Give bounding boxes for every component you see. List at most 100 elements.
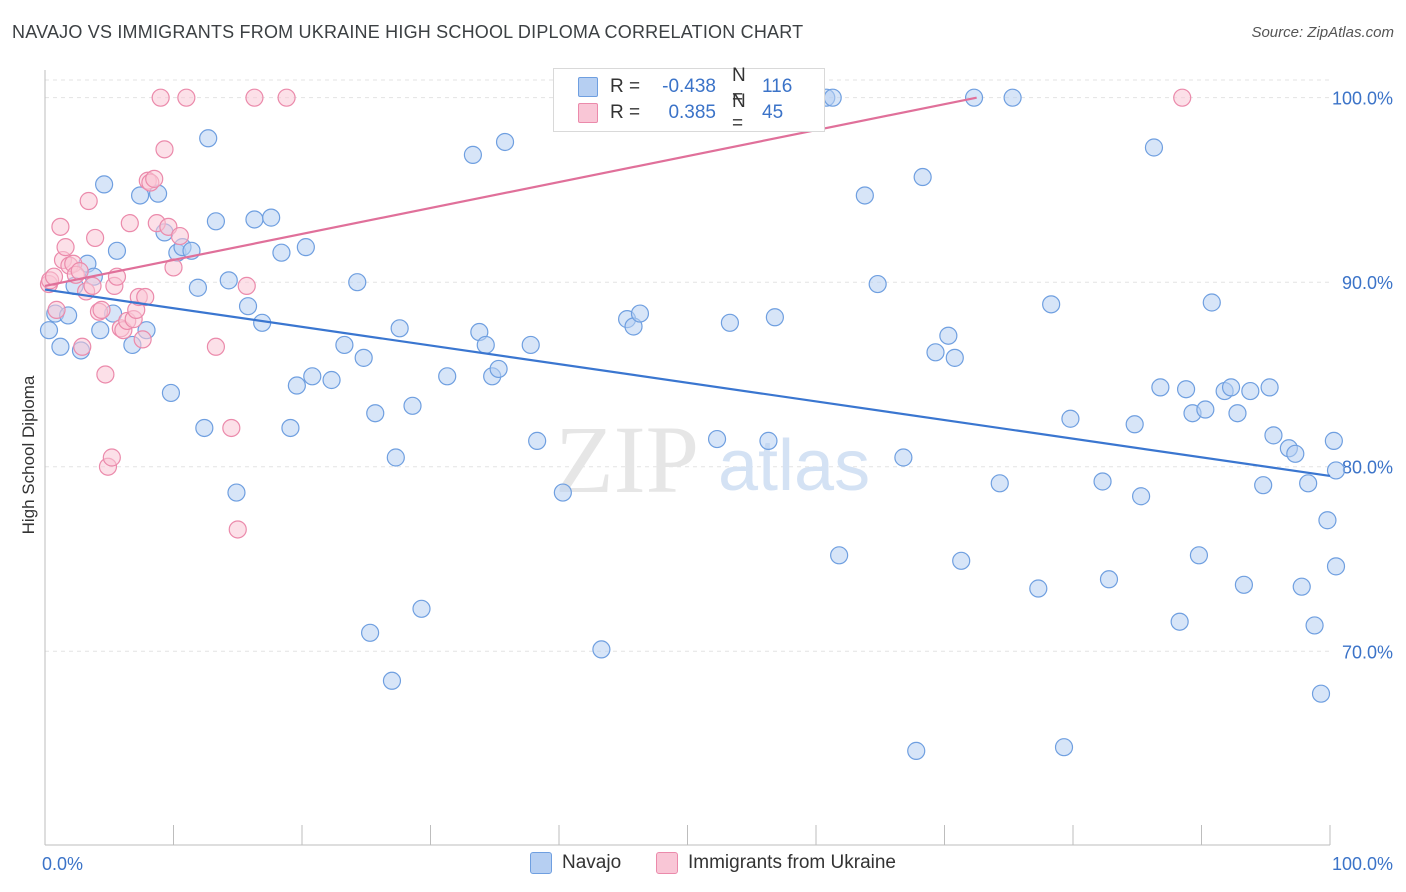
point-navajo: [913, 167, 932, 187]
legend-row-navajo: R = -0.438 N = 116: [578, 65, 792, 108]
watermark: ZIP atlas: [555, 406, 870, 513]
point-ukraine: [222, 418, 241, 438]
point-navajo: [281, 418, 300, 438]
point-navajo: [1151, 378, 1170, 397]
point-ukraine: [56, 238, 75, 257]
legend-row-ukraine: R = 0.385 N = 45: [578, 91, 783, 134]
point-ukraine: [228, 520, 247, 539]
legend-swatch-navajo: [578, 77, 598, 97]
point-ukraine: [206, 337, 226, 356]
series-label-ukraine: Immigrants from Ukraine: [688, 852, 896, 873]
trendline-ukraine: [44, 96, 977, 287]
point-navajo: [476, 335, 495, 355]
point-navajo: [521, 335, 540, 355]
point-navajo: [107, 241, 127, 260]
point-navajo: [296, 238, 315, 257]
point-navajo: [303, 367, 322, 386]
grid-layer: [45, 79, 1330, 652]
point-navajo: [219, 271, 238, 290]
point-navajo: [907, 741, 926, 760]
point-ukraine: [237, 276, 256, 295]
point-navajo: [707, 429, 727, 449]
point-ukraine: [47, 300, 66, 319]
point-navajo: [1099, 570, 1119, 589]
point-navajo: [227, 483, 246, 502]
point-navajo: [1176, 380, 1196, 399]
point-navajo: [1324, 431, 1343, 450]
point-navajo: [130, 186, 150, 205]
point-navajo: [91, 321, 110, 340]
point-navajo: [39, 321, 59, 340]
point-navajo: [199, 129, 218, 148]
point-ukraine: [151, 88, 170, 107]
point-navajo: [630, 304, 650, 323]
point-navajo: [1125, 415, 1144, 434]
series-legend-navajo: Navajo: [530, 852, 621, 874]
watermark-zip: ZIP: [555, 406, 699, 513]
point-navajo: [592, 640, 611, 659]
point-navajo: [287, 376, 306, 395]
point-ukraine: [177, 88, 196, 107]
correlation-legend: R = -0.438 N = 116 R = 0.385 N = 45: [553, 65, 825, 134]
watermark-atlas: atlas: [718, 426, 870, 506]
point-navajo: [386, 448, 405, 467]
point-ukraine: [73, 337, 92, 356]
point-navajo: [759, 431, 778, 450]
point-navajo: [1305, 616, 1324, 635]
series-legend: Navajo Immigrants from Ukraine: [0, 852, 1406, 878]
point-navajo: [1254, 476, 1273, 495]
point-navajo: [952, 551, 971, 570]
y-tick-label: 100.0%: [1332, 89, 1393, 109]
point-ukraine: [170, 226, 190, 246]
point-ukraine: [79, 191, 98, 211]
point-ukraine: [86, 228, 105, 248]
point-ukraine: [96, 365, 115, 384]
legend-r-value: -0.438: [662, 76, 716, 97]
point-navajo: [95, 175, 114, 194]
point-ukraine: [102, 448, 121, 467]
y-axis-label: High School Diploma: [19, 375, 38, 534]
point-ukraine: [145, 169, 164, 188]
point-navajo: [245, 210, 264, 229]
point-navajo: [1196, 400, 1215, 419]
point-ukraine: [155, 140, 174, 159]
point-navajo: [830, 546, 849, 565]
series-swatch-ukraine: [656, 852, 678, 874]
point-navajo: [823, 88, 842, 107]
point-navajo: [1234, 575, 1254, 594]
point-navajo: [1318, 511, 1337, 530]
point-navajo: [188, 278, 208, 297]
point-navajo: [1326, 461, 1346, 480]
legend-n-label: N =: [732, 91, 746, 134]
point-navajo: [335, 335, 354, 355]
point-navajo: [553, 483, 572, 502]
point-navajo: [195, 418, 214, 438]
point-navajo: [868, 274, 887, 294]
point-ukraine: [245, 88, 264, 107]
trendline-navajo: [44, 288, 1331, 478]
legend-r-label: R =: [610, 76, 641, 97]
point-navajo: [720, 313, 740, 332]
point-navajo: [206, 212, 226, 231]
point-navajo: [495, 132, 515, 152]
x-tick-label: 100.0%: [1332, 854, 1393, 874]
point-navajo: [1264, 426, 1283, 445]
legend-r-label: R =: [610, 102, 641, 123]
point-navajo: [1292, 577, 1311, 596]
point-navajo: [1299, 474, 1318, 493]
points-layer: [39, 88, 1346, 760]
point-navajo: [765, 308, 784, 327]
series-label-navajo: Navajo: [562, 852, 622, 873]
point-ukraine: [136, 287, 155, 307]
point-navajo: [1286, 444, 1305, 463]
point-navajo: [1054, 738, 1074, 757]
point-navajo: [51, 337, 70, 356]
point-navajo: [1228, 404, 1247, 423]
point-navajo: [855, 186, 874, 205]
legend-n-label: N =: [732, 65, 746, 108]
point-navajo: [1061, 409, 1080, 428]
legend-r-value: 0.385: [668, 102, 716, 123]
point-navajo: [1029, 579, 1048, 598]
series-legend-ukraine: Immigrants from Ukraine: [656, 852, 896, 874]
